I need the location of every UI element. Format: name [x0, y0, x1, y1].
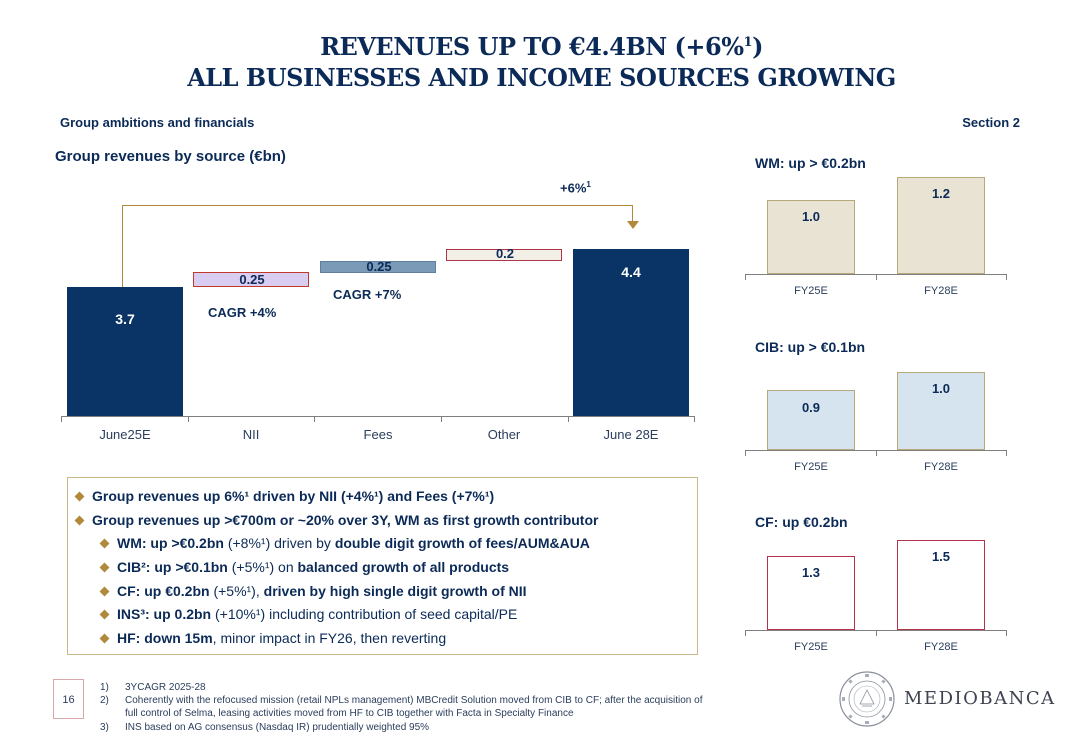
- cf-axis: [745, 630, 1006, 631]
- bullet-item: CF: up €0.2bn (+5%¹), driven by high sin…: [99, 583, 527, 599]
- x-axis: [61, 416, 695, 417]
- growth-arrow-icon: [627, 221, 639, 229]
- category-label: NII: [242, 427, 260, 442]
- axis-tick: [876, 630, 877, 636]
- diamond-bullet-icon: [99, 586, 110, 597]
- diamond-bullet-icon: [74, 515, 85, 526]
- waterfall-chart: +6%1 3.7 0.25 CAGR +4% 0.25 CAGR +7% 0.2…: [0, 0, 700, 460]
- cf-bar-fy28e-label: 1.5: [931, 549, 951, 564]
- bar-fees-label: 0.25: [366, 259, 392, 274]
- axis-tick: [314, 416, 315, 422]
- wm-axis: [745, 274, 1006, 275]
- diamond-bullet-icon: [74, 491, 85, 502]
- diamond-bullet-icon: [99, 609, 110, 620]
- cf-chart-title: CF: up €0.2bn: [755, 514, 848, 530]
- page-title-line2: ALL BUSINESSES AND INCOME SOURCES GROWIN…: [187, 63, 896, 92]
- footnote: full control of Selma, leasing activitie…: [125, 708, 574, 719]
- axis-tick: [1006, 450, 1007, 456]
- cib-bar-fy25e-label: 0.9: [801, 400, 821, 415]
- section-label: Section 2: [962, 115, 1020, 130]
- diamond-bullet-icon: [99, 562, 110, 573]
- axis-tick: [876, 274, 877, 280]
- cf-bar-fy28e: 1.5: [897, 540, 985, 630]
- wm-chart-title: WM: up > €0.2bn: [755, 155, 866, 171]
- wm-bar-fy25e: 1.0: [767, 200, 855, 274]
- wm-bar-fy28e: 1.2: [897, 177, 985, 274]
- mediobanca-seal-icon: [838, 670, 896, 728]
- axis-tick: [61, 416, 62, 422]
- bar-other: 0.2: [446, 246, 562, 261]
- axis-tick: [188, 416, 189, 422]
- cib-category-label: FY28E: [924, 461, 958, 473]
- bar-june25e-label: 3.7: [115, 311, 135, 327]
- bullet-item: CIB²: up >€0.1bn (+5%¹) on balanced grow…: [99, 559, 509, 575]
- section-context: Group ambitions and financials: [60, 115, 255, 130]
- axis-tick: [1006, 630, 1007, 636]
- bar-june28e: 4.4: [573, 249, 689, 416]
- category-label: Other: [487, 427, 521, 442]
- bar-nii-label: 0.25: [239, 272, 265, 287]
- category-label: June25E: [99, 427, 151, 442]
- footnote: 3) INS based on AG consensus (Nasdaq IR) …: [100, 722, 430, 733]
- axis-tick: [1006, 274, 1007, 280]
- growth-label: +6%1: [560, 180, 591, 196]
- axis-tick: [876, 450, 877, 456]
- footnote: 2) Coherently with the refocused mission …: [100, 695, 703, 706]
- category-label: June 28E: [603, 427, 659, 442]
- bar-june25e: 3.7: [67, 287, 183, 416]
- bullet-item: Group revenues up 6%¹ driven by NII (+4%…: [74, 488, 494, 504]
- cib-category-label: FY25E: [794, 461, 828, 473]
- nii-cagr-note: CAGR +4%: [208, 305, 277, 320]
- bullet-item: INS³: up 0.2bn (+10%¹) including contrib…: [99, 606, 517, 622]
- wm-bar-fy25e-label: 1.0: [801, 209, 821, 224]
- axis-tick: [745, 630, 746, 636]
- bullet-item: WM: up >€0.2bn (+8%¹) driven by double d…: [99, 535, 590, 551]
- bar-other-label: 0.2: [495, 246, 515, 261]
- axis-tick: [441, 416, 442, 422]
- bullet-item: Group revenues up >€700m or ~20% over 3Y…: [74, 512, 598, 528]
- chart-subtitle: Group revenues by source (€bn): [55, 148, 286, 165]
- growth-bracket-right: [632, 205, 633, 222]
- fees-cagr-note: CAGR +7%: [333, 287, 402, 302]
- page-number: 16: [53, 679, 84, 719]
- diamond-bullet-icon: [99, 538, 110, 549]
- cf-category-label: FY25E: [794, 641, 828, 653]
- cib-bar-fy28e-label: 1.0: [931, 381, 951, 396]
- brand-wordmark: MEDIOBANCA: [904, 688, 1056, 709]
- bullet-item: HF: down 15m, minor impact in FY26, then…: [99, 630, 446, 646]
- cf-bar-fy25e-label: 1.3: [801, 565, 821, 580]
- axis-tick: [568, 416, 569, 422]
- highlights-box: Group revenues up 6%¹ driven by NII (+4%…: [67, 477, 698, 655]
- wm-category-label: FY28E: [924, 285, 958, 297]
- growth-bracket-top: [122, 205, 633, 206]
- diamond-bullet-icon: [99, 633, 110, 644]
- bar-fees: 0.25: [320, 259, 436, 274]
- category-label: Fees: [363, 427, 393, 442]
- bar-june28e-label: 4.4: [621, 264, 641, 280]
- footnote: 1) 3YCAGR 2025-28: [100, 682, 206, 693]
- axis-tick: [694, 416, 695, 422]
- bar-nii: 0.25: [193, 272, 309, 287]
- wm-category-label: FY25E: [794, 285, 828, 297]
- cf-category-label: FY28E: [924, 641, 958, 653]
- axis-tick: [745, 274, 746, 280]
- page-title-line1: REVENUES UP TO €4.4BN (+6%1): [320, 32, 763, 61]
- wm-bar-fy28e-label: 1.2: [931, 186, 951, 201]
- cib-chart-title: CIB: up > €0.1bn: [755, 339, 866, 355]
- cib-bar-fy28e: 1.0: [897, 372, 985, 450]
- growth-bracket-left: [122, 205, 123, 287]
- cf-bar-fy25e: 1.3: [767, 556, 855, 630]
- axis-tick: [745, 450, 746, 456]
- cib-bar-fy25e: 0.9: [767, 390, 855, 450]
- cib-axis: [745, 450, 1006, 451]
